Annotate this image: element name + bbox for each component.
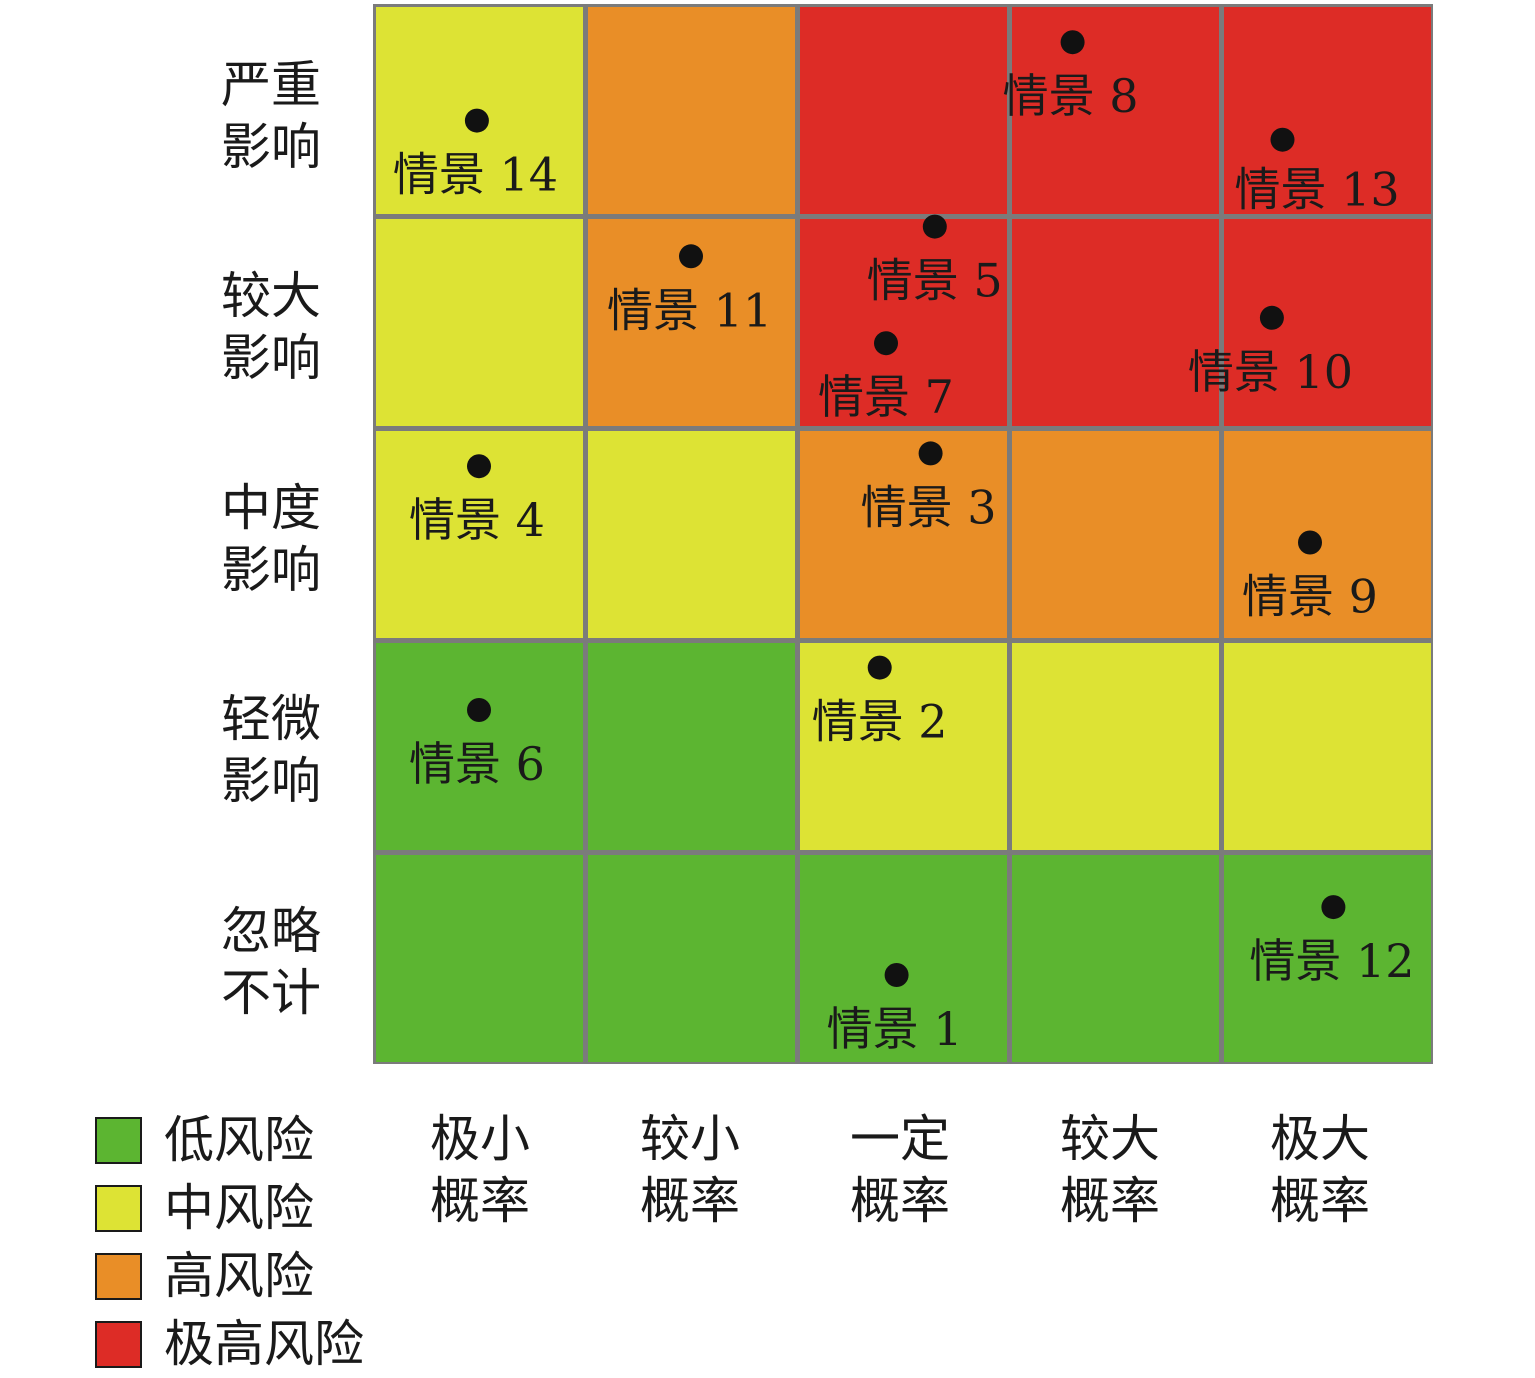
- scenario-point-4: [467, 454, 491, 479]
- scenario-label-10: 情景 10: [1188, 345, 1353, 399]
- matrix-cell-low: [1224, 855, 1431, 1062]
- scenario-point-10: [1259, 305, 1284, 330]
- legend-item-high: 高风险: [95, 1242, 364, 1310]
- x-label-low: 较小 概率: [640, 1110, 740, 1230]
- matrix-cell-medium: [800, 643, 1007, 850]
- scenario-point-11: [679, 244, 703, 269]
- matrix-cell-medium: [1012, 643, 1219, 850]
- x-label-very-high: 极大 概率: [1270, 1110, 1370, 1230]
- y-label-severe: 严重 影响: [221, 56, 321, 176]
- y-label-moderate: 中度 影响: [221, 479, 321, 599]
- scenario-point-6: [467, 698, 491, 722]
- matrix-cell-high: [588, 7, 795, 214]
- y-label-negligible: 忽略 不计: [221, 902, 321, 1022]
- legend-item-medium: 中风险: [95, 1174, 364, 1242]
- matrix-cell-medium: [588, 431, 795, 638]
- scenario-label-12: 情景 12: [1249, 934, 1414, 988]
- legend-swatch-high: [95, 1252, 142, 1300]
- matrix-cell-extreme: [1012, 219, 1219, 426]
- matrix-cell-medium: [376, 219, 583, 426]
- scenario-label-11: 情景 11: [607, 283, 772, 337]
- legend-label-extreme: 极高风险: [164, 1315, 364, 1373]
- scenario-point-14: [464, 108, 489, 133]
- legend: 低风险 中风险 高风险 极高风险: [95, 1106, 364, 1378]
- y-label-minor: 轻微 影响: [221, 690, 321, 810]
- matrix-cell-low: [588, 855, 795, 1062]
- scenario-label-6: 情景 6: [409, 737, 545, 791]
- legend-swatch-medium: [95, 1184, 142, 1232]
- scenario-point-3: [918, 441, 943, 466]
- scenario-point-1: [884, 963, 909, 987]
- matrix-cell-extreme: [1224, 219, 1431, 426]
- x-label-high: 较大 概率: [1060, 1110, 1160, 1230]
- matrix-cell-low: [1012, 855, 1219, 1062]
- legend-label-low: 低风险: [164, 1111, 314, 1169]
- matrix-cell-extreme: [800, 7, 1007, 214]
- matrix-cell-low: [376, 643, 583, 850]
- matrix-cell-extreme: [1012, 7, 1219, 214]
- matrix-cell-high: [1224, 431, 1431, 638]
- legend-label-medium: 中风险: [164, 1179, 314, 1237]
- scenario-label-4: 情景 4: [409, 493, 545, 547]
- scenario-point-12: [1321, 895, 1346, 920]
- x-label-possible: 一定 概率: [850, 1110, 950, 1230]
- x-label-very-low: 极小 概率: [430, 1110, 530, 1230]
- scenario-point-9: [1298, 530, 1322, 555]
- scenario-point-7: [874, 331, 898, 356]
- scenario-label-5: 情景 5: [867, 254, 1003, 308]
- scenario-label-8: 情景 8: [1003, 69, 1139, 123]
- scenario-label-3: 情景 3: [861, 480, 997, 534]
- y-label-major: 较大 影响: [221, 267, 321, 387]
- matrix-cell-low: [800, 855, 1007, 1062]
- matrix-cell-low: [376, 855, 583, 1062]
- legend-swatch-extreme: [95, 1320, 142, 1368]
- matrix-cell-extreme: [800, 219, 1007, 426]
- scenario-label-13: 情景 13: [1235, 163, 1400, 217]
- scenario-point-5: [922, 214, 947, 239]
- legend-item-extreme: 极高风险: [95, 1310, 364, 1378]
- scenario-point-2: [867, 655, 892, 680]
- matrix-cell-low: [588, 643, 795, 850]
- matrix-cell-medium: [1224, 643, 1431, 850]
- matrix-cell-high: [800, 431, 1007, 638]
- legend-label-high: 高风险: [164, 1247, 314, 1305]
- scenario-point-13: [1270, 127, 1295, 152]
- scenario-label-9: 情景 9: [1242, 570, 1378, 624]
- legend-item-low: 低风险: [95, 1106, 364, 1174]
- scenario-label-1: 情景 1: [827, 1002, 963, 1056]
- scenario-label-7: 情景 7: [818, 370, 954, 424]
- scenario-point-8: [1060, 30, 1085, 55]
- matrix-cell-extreme: [1224, 7, 1431, 214]
- scenario-label-14: 情景 14: [393, 148, 558, 202]
- matrix-cell-high: [1012, 431, 1219, 638]
- legend-swatch-low: [95, 1116, 142, 1164]
- scenario-label-2: 情景 2: [812, 695, 948, 749]
